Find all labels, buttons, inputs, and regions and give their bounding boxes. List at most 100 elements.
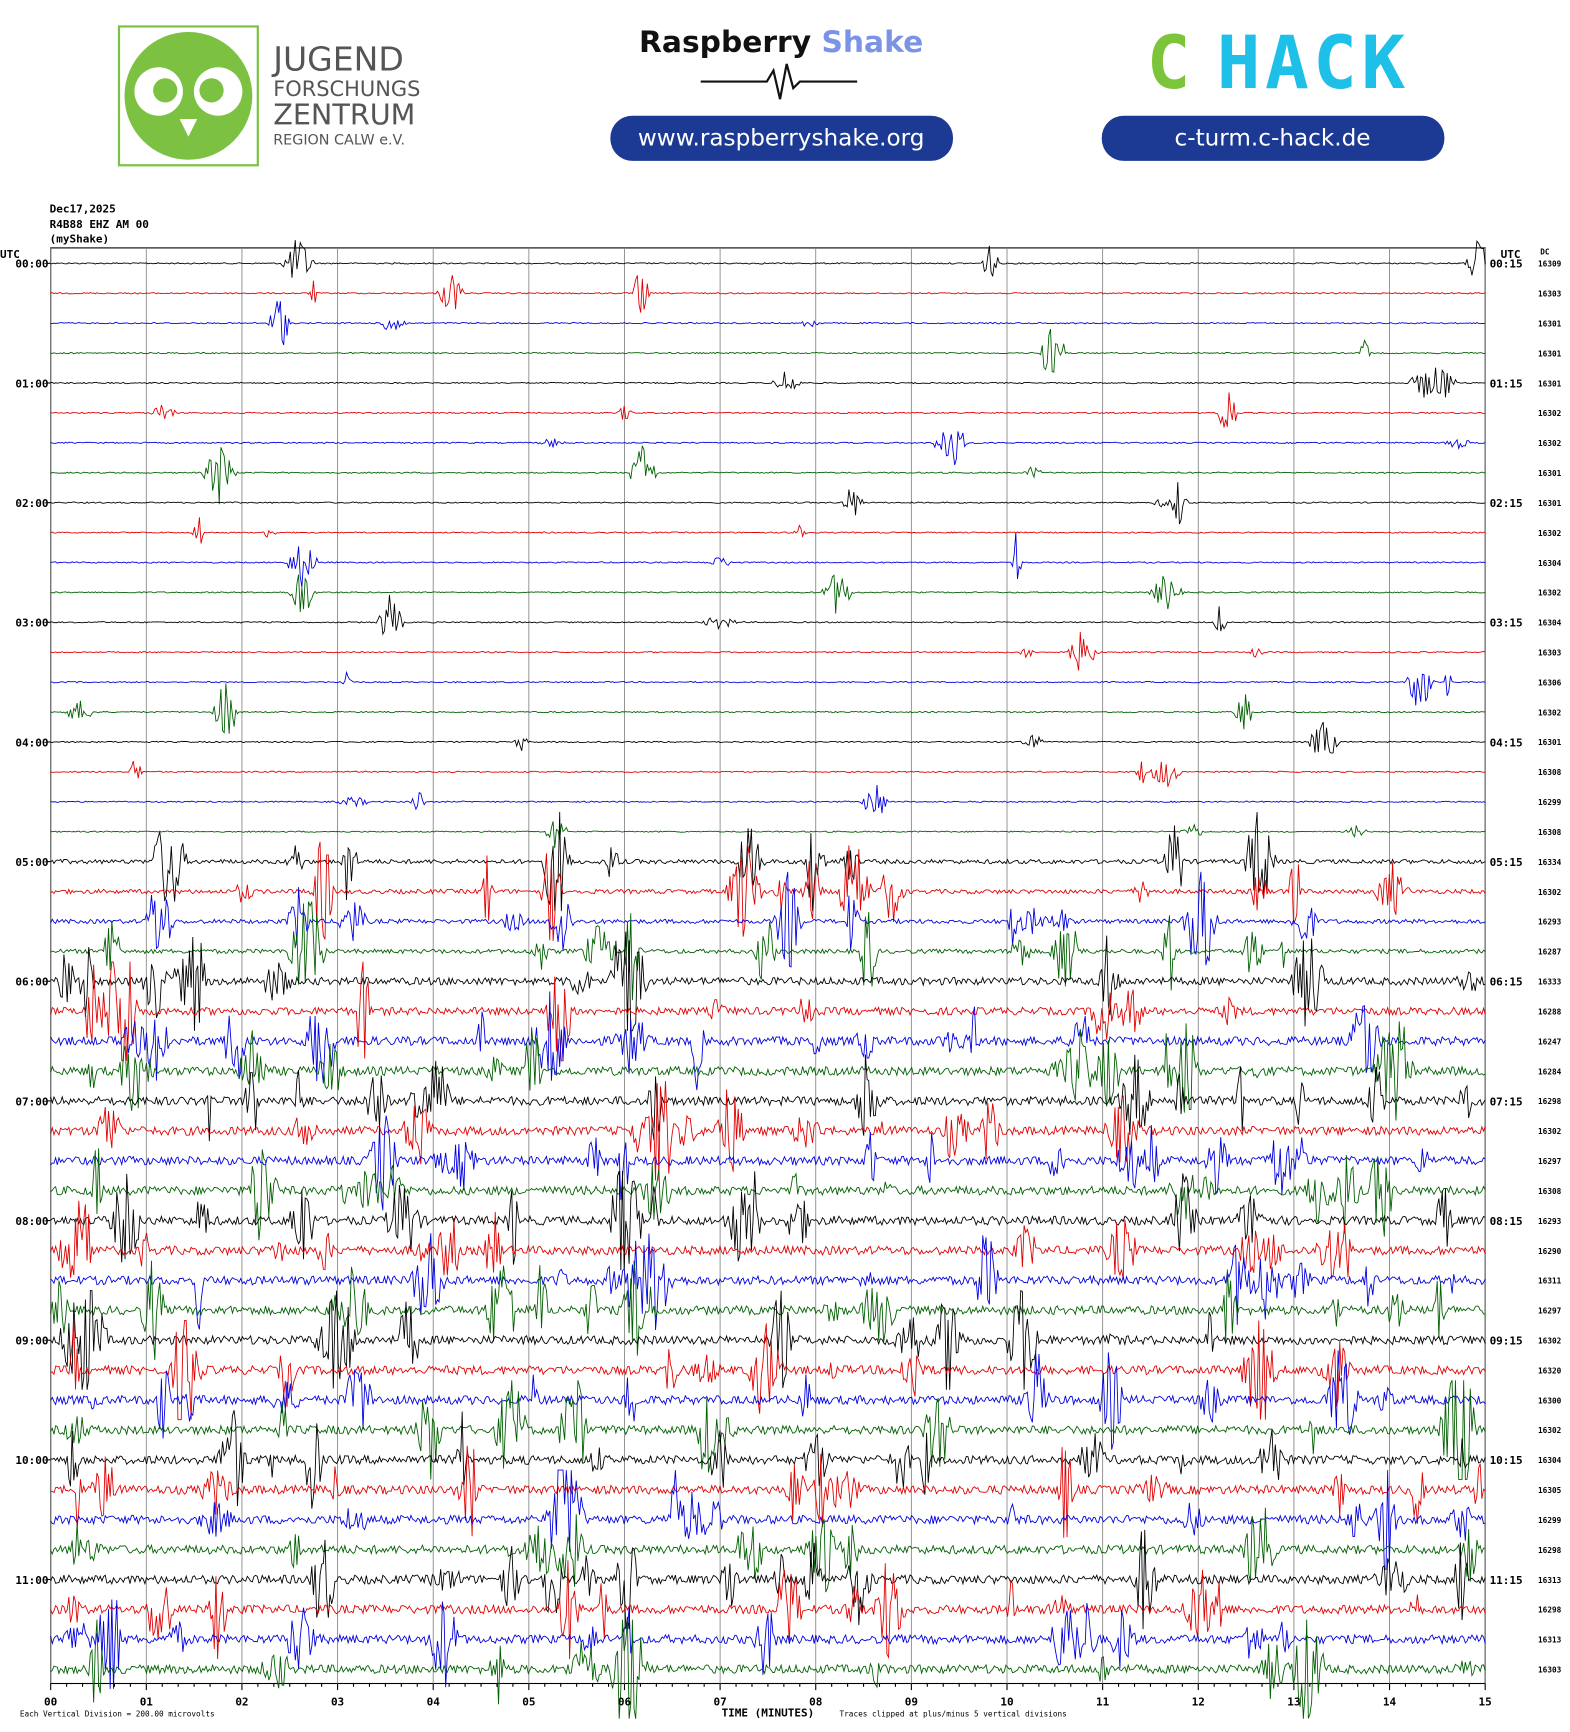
trace bbox=[50, 1529, 1486, 1630]
x-tick-label: 13 bbox=[1287, 1696, 1300, 1709]
dc-label: 16303 bbox=[1538, 649, 1562, 658]
axis-title: DC bbox=[1540, 248, 1550, 257]
trace bbox=[50, 1320, 1486, 1421]
logo-text: ZENTRUM bbox=[273, 98, 415, 132]
trace bbox=[50, 760, 1486, 787]
dc-label: 16300 bbox=[1538, 1396, 1562, 1405]
trace bbox=[50, 301, 1486, 346]
dc-label: 16311 bbox=[1538, 1277, 1562, 1286]
dc-label: 16288 bbox=[1538, 1007, 1562, 1016]
dc-label: 16301 bbox=[1538, 499, 1562, 508]
logo-circle bbox=[124, 31, 253, 160]
dc-label: 16298 bbox=[1538, 1546, 1562, 1555]
trace bbox=[50, 1469, 1486, 1570]
trace bbox=[50, 1507, 1486, 1593]
left-time-label: 03:00 bbox=[15, 617, 48, 630]
right-time-label: 00:15 bbox=[1490, 258, 1523, 271]
trace bbox=[50, 1410, 1486, 1509]
trace bbox=[50, 1599, 1486, 1689]
left-time-label: 08:00 bbox=[15, 1215, 48, 1228]
dc-label: 16304 bbox=[1538, 559, 1562, 568]
trace bbox=[50, 367, 1486, 398]
x-tick-label: 02 bbox=[235, 1696, 248, 1709]
trace bbox=[50, 1233, 1486, 1330]
logo-word: Raspberry bbox=[639, 25, 811, 60]
left-time-label: 01:00 bbox=[15, 377, 48, 390]
trace bbox=[50, 784, 1486, 814]
x-tick-label: 04 bbox=[427, 1696, 441, 1709]
right-time-label: 02:15 bbox=[1490, 497, 1523, 510]
logo-seismic bbox=[700, 63, 858, 100]
dc-label: 16298 bbox=[1538, 1097, 1562, 1106]
trace bbox=[50, 683, 1486, 734]
trace bbox=[50, 431, 1486, 466]
trace bbox=[50, 931, 1486, 1032]
trace bbox=[50, 871, 1486, 968]
dc-label: 16299 bbox=[1538, 798, 1562, 807]
dc-label: 16301 bbox=[1538, 469, 1562, 478]
owl-pupil bbox=[153, 78, 178, 103]
dc-label: 16293 bbox=[1538, 1217, 1562, 1226]
trace bbox=[50, 532, 1486, 588]
trace bbox=[50, 901, 1486, 1001]
logo-word: HACK bbox=[1217, 22, 1410, 106]
trace bbox=[50, 961, 1486, 1062]
trace bbox=[50, 445, 1486, 505]
logo-text: REGION CALW e.V. bbox=[273, 132, 405, 148]
trace bbox=[50, 811, 1486, 912]
x-tick-label: 15 bbox=[1479, 1696, 1492, 1709]
right-time-label: 06:15 bbox=[1490, 976, 1523, 989]
axis-title: UTC bbox=[0, 248, 20, 261]
dc-label: 16287 bbox=[1538, 948, 1562, 957]
right-time-label: 04:15 bbox=[1490, 736, 1523, 749]
trace bbox=[50, 670, 1486, 706]
dc-label: 16308 bbox=[1538, 768, 1562, 777]
trace bbox=[50, 517, 1486, 544]
url-text: www.raspberryshake.org bbox=[638, 125, 925, 151]
dc-label: 16297 bbox=[1538, 1157, 1562, 1166]
dc-label: 16247 bbox=[1538, 1037, 1562, 1046]
x-axis-title: TIME (MINUTES) bbox=[722, 1707, 815, 1720]
url-text: c-turm.c-hack.de bbox=[1175, 125, 1371, 151]
date: Dec17,2025 bbox=[50, 203, 116, 216]
trace bbox=[50, 594, 1486, 636]
dc-label: 16297 bbox=[1538, 1307, 1562, 1316]
dc-label: 16305 bbox=[1538, 1486, 1562, 1495]
dc-label: 16301 bbox=[1538, 738, 1562, 747]
source: (myShake) bbox=[50, 232, 110, 245]
dc-label: 16293 bbox=[1538, 918, 1562, 927]
trace bbox=[50, 1115, 1486, 1211]
logo-word: Shake bbox=[821, 25, 923, 60]
trace bbox=[50, 1148, 1486, 1241]
url-pill bbox=[610, 115, 954, 161]
left-time-label: 09:00 bbox=[15, 1335, 48, 1348]
logo-center: Raspberry Shake www.raspberryshake.org bbox=[610, 25, 954, 161]
dc-label: 16284 bbox=[1538, 1067, 1562, 1076]
dc-label: 16290 bbox=[1538, 1247, 1562, 1256]
x-tick-label: 08 bbox=[809, 1696, 822, 1709]
trace bbox=[50, 721, 1486, 754]
trace bbox=[50, 392, 1486, 428]
trace bbox=[50, 1380, 1486, 1480]
right-time-label: 05:15 bbox=[1490, 856, 1523, 869]
trace bbox=[50, 275, 1486, 313]
logo-text: FORSCHUNGS bbox=[273, 77, 420, 101]
owl-pupil bbox=[199, 78, 224, 103]
dc-label: 16308 bbox=[1538, 828, 1562, 837]
left-time-label: 11:00 bbox=[15, 1574, 48, 1587]
trace bbox=[50, 1350, 1486, 1450]
dc-label: 16309 bbox=[1538, 260, 1562, 269]
x-tick-label: 01 bbox=[140, 1696, 154, 1709]
trace bbox=[50, 1560, 1486, 1660]
left-time-label: 06:00 bbox=[15, 976, 48, 989]
station: R4B88 EHZ AM 00 bbox=[50, 218, 149, 231]
trace bbox=[50, 1021, 1486, 1121]
dc-label: 16302 bbox=[1538, 888, 1561, 897]
left-time-label: 10:00 bbox=[15, 1454, 48, 1467]
dc-label: 16334 bbox=[1538, 858, 1562, 867]
trace bbox=[50, 1289, 1486, 1390]
dc-label: 16313 bbox=[1538, 1576, 1562, 1585]
trace bbox=[50, 631, 1486, 671]
dc-label: 16304 bbox=[1538, 619, 1562, 628]
trace bbox=[50, 1054, 1486, 1142]
